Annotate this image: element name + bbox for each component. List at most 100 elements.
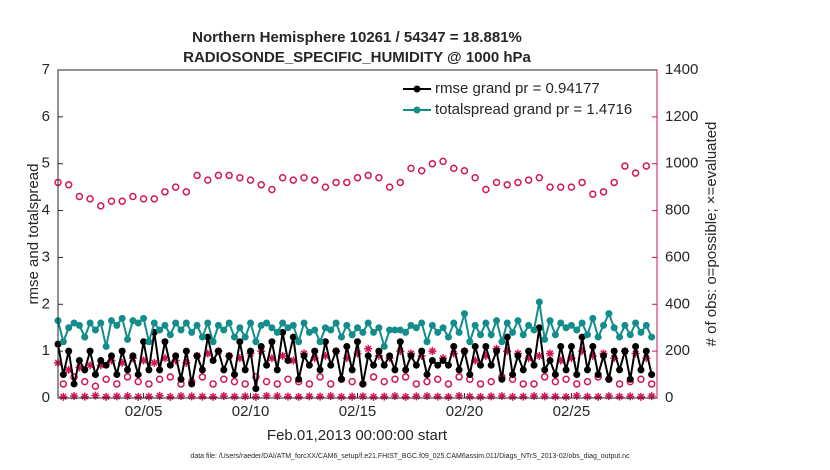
point	[161, 321, 169, 329]
point	[123, 392, 132, 401]
point	[530, 361, 538, 369]
point	[139, 195, 148, 203]
point	[332, 347, 340, 355]
y2-tick-label: 200	[665, 342, 690, 359]
point	[519, 392, 528, 401]
point	[193, 321, 201, 329]
y-tick-label: 3	[42, 248, 50, 265]
point	[529, 392, 538, 401]
point	[391, 375, 399, 384]
point	[327, 326, 335, 334]
point	[75, 321, 83, 329]
point	[386, 326, 394, 334]
point	[182, 188, 191, 196]
point	[214, 171, 223, 180]
point	[342, 354, 351, 363]
point	[423, 377, 431, 386]
point	[326, 392, 335, 401]
point	[289, 356, 298, 365]
point	[616, 366, 624, 374]
point	[503, 181, 511, 189]
point	[310, 176, 319, 184]
point	[498, 338, 506, 346]
point	[369, 373, 378, 381]
point	[572, 391, 581, 400]
point	[268, 185, 276, 194]
y-tick-label: 2	[42, 295, 50, 312]
point	[257, 342, 265, 350]
point	[621, 162, 629, 170]
chart-title: Northern Hemisphere 10261 / 54347 = 18.8…	[192, 29, 522, 46]
point	[263, 361, 271, 369]
point	[230, 377, 239, 386]
point	[316, 338, 324, 346]
point	[118, 314, 126, 322]
point	[364, 352, 372, 360]
x-axis-label: Feb.01,2013 00:00:00 start	[267, 427, 448, 444]
point	[187, 392, 196, 401]
point	[610, 178, 618, 187]
point	[604, 392, 613, 401]
point	[487, 377, 495, 386]
point	[198, 373, 207, 381]
point	[268, 338, 276, 346]
point	[316, 373, 324, 381]
point	[439, 157, 447, 166]
point	[247, 319, 255, 327]
point	[390, 392, 399, 401]
point	[418, 347, 426, 355]
point	[578, 333, 586, 341]
point	[337, 392, 346, 401]
point	[626, 375, 634, 383]
point	[70, 380, 78, 388]
point	[279, 319, 287, 327]
point	[204, 319, 212, 327]
point	[450, 164, 458, 173]
point	[337, 333, 345, 341]
point	[631, 349, 640, 358]
point	[86, 195, 94, 203]
point	[129, 317, 137, 325]
point	[369, 392, 378, 401]
point	[540, 373, 549, 381]
point	[583, 331, 591, 339]
point	[145, 380, 153, 388]
point	[439, 324, 447, 332]
point	[524, 354, 533, 363]
point	[557, 342, 565, 350]
point	[321, 324, 329, 332]
point	[145, 338, 153, 346]
point	[241, 380, 249, 388]
point	[252, 373, 260, 381]
point	[546, 317, 554, 325]
point	[364, 319, 372, 327]
x-tick-label: 02/20	[446, 403, 484, 420]
point	[118, 358, 127, 367]
series-layer	[54, 157, 656, 401]
point	[305, 392, 314, 401]
point	[150, 358, 159, 367]
point	[519, 331, 527, 339]
point	[236, 324, 244, 332]
point	[209, 380, 217, 388]
point	[305, 361, 313, 369]
point	[487, 361, 495, 369]
point	[354, 324, 361, 332]
point	[166, 373, 175, 381]
point	[129, 192, 137, 201]
point	[525, 347, 533, 355]
point	[616, 333, 624, 341]
point	[236, 174, 244, 182]
point	[278, 351, 287, 360]
point	[567, 342, 575, 350]
legend-label: totalspread grand pr = 1.4716	[435, 101, 632, 118]
point	[225, 171, 233, 180]
point	[407, 164, 415, 173]
point	[107, 317, 115, 325]
point	[80, 392, 89, 401]
point	[514, 317, 522, 325]
point	[235, 354, 244, 363]
point	[396, 326, 404, 334]
point	[482, 342, 490, 350]
point	[107, 197, 116, 205]
